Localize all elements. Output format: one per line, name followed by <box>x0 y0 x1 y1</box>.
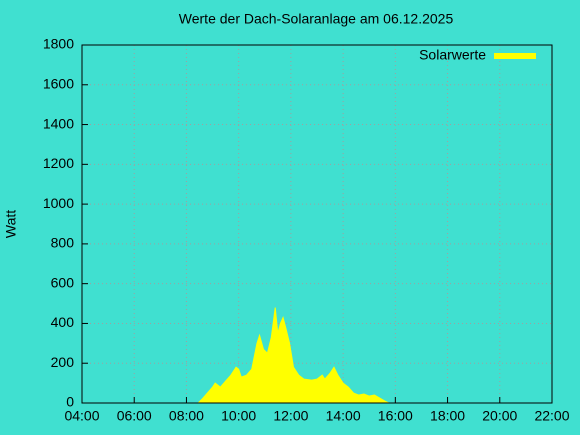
y-tick-label: 1600 <box>43 75 74 91</box>
y-tick-label: 400 <box>51 314 75 330</box>
x-tick-label: 12:00 <box>273 408 308 424</box>
x-tick-label: 16:00 <box>378 408 413 424</box>
y-tick-label: 1400 <box>43 115 74 131</box>
y-tick-label: 0 <box>66 394 74 410</box>
chart-title: Werte der Dach-Solaranlage am 06.12.2025 <box>179 11 454 27</box>
x-tick-label: 04:00 <box>64 408 99 424</box>
plot-border <box>81 44 553 404</box>
x-tick-label: 22:00 <box>534 408 569 424</box>
legend-swatch <box>494 53 536 59</box>
y-tick-label: 1800 <box>43 36 74 52</box>
x-tick-label: 18:00 <box>430 408 465 424</box>
x-tick-label: 10:00 <box>221 408 256 424</box>
legend-label: Solarwerte <box>419 47 486 63</box>
x-tick-label: 20:00 <box>482 408 517 424</box>
y-tick-label: 600 <box>51 274 75 290</box>
area <box>196 307 390 404</box>
x-tick-label: 06:00 <box>117 408 152 424</box>
y-tick-label: 200 <box>51 354 75 370</box>
x-tick-label: 08:00 <box>169 408 204 424</box>
y-tick-label: 800 <box>51 235 75 251</box>
y-tick-label: 1200 <box>43 155 74 171</box>
y-axis-label: Watt <box>3 210 19 238</box>
y-tick-label: 1000 <box>43 195 74 211</box>
x-tick-label: 14:00 <box>326 408 361 424</box>
